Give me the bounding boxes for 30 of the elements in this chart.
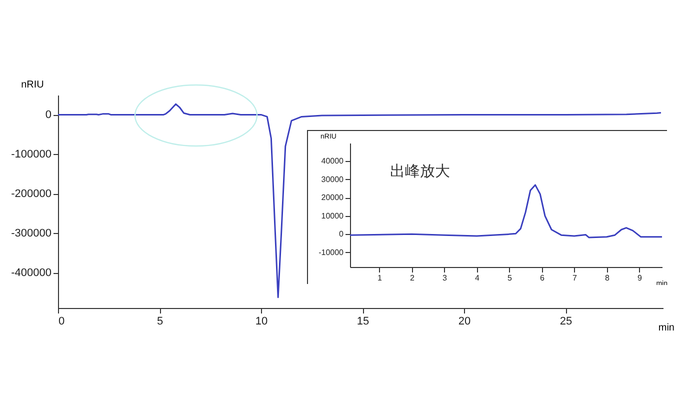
x-axis-title: min: [658, 322, 674, 334]
x-tick-label: 2: [410, 274, 416, 282]
line-series: [349, 184, 663, 238]
y-tick-label: -200000: [11, 188, 52, 200]
x-tick-label: 0: [58, 316, 65, 328]
y-tick-label: 40000: [321, 156, 344, 166]
x-tick-label: 5: [508, 274, 513, 282]
x-tick-label: 4: [475, 274, 480, 282]
x-tick-label: 25: [560, 316, 572, 328]
y-tick-label: 0: [339, 230, 344, 239]
y-tick-label: -300000: [11, 228, 52, 240]
x-tick-label: 1: [378, 274, 383, 282]
annotation: 出峰放大: [390, 162, 450, 180]
y-tick-label: -100000: [11, 148, 52, 161]
x-tick-label: 15: [356, 316, 370, 328]
y-tick-label: 10000: [321, 211, 344, 220]
x-tick-label: 9: [638, 274, 643, 282]
x-tick-label: 6: [540, 274, 546, 282]
y-axis-title: nRIU: [21, 80, 44, 90]
x-tick-label: 5: [156, 316, 164, 328]
y-tick-label: -400000: [11, 267, 52, 279]
y-tick-label: 0: [45, 109, 52, 122]
y-tick-label: 30000: [321, 174, 344, 184]
x-tick-label: 3: [442, 274, 448, 282]
x-tick-label: 10: [255, 316, 268, 328]
y-tick-label: 20000: [321, 193, 344, 202]
x-tick-label: 8: [605, 274, 610, 282]
x-tick-label: 7: [572, 274, 578, 282]
y-tick-label: -10000: [318, 248, 344, 257]
x-tick-label: 20: [458, 316, 471, 328]
